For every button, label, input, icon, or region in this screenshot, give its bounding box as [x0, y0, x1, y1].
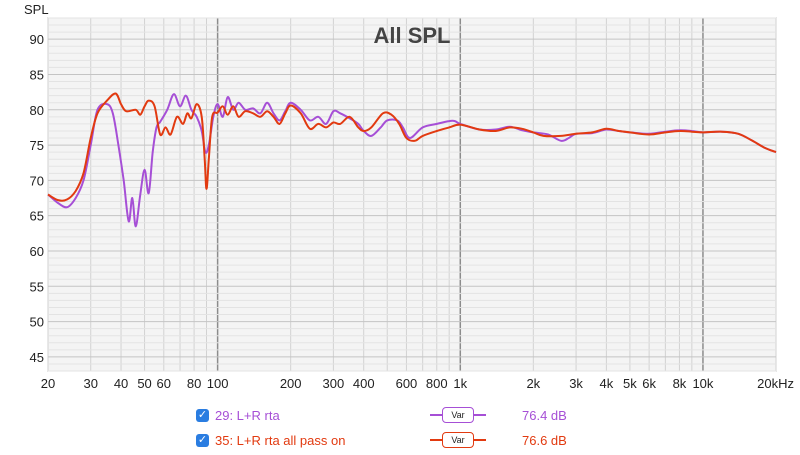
legend-row: ✓ 29: L+R rta Var 76.4 dB: [196, 406, 567, 424]
x-tick-label: 100: [207, 376, 229, 391]
x-tick-label: 3k: [569, 376, 583, 391]
y-axis: 45 50 55 60 65 70 75 80 85 90: [30, 32, 44, 365]
series-line-2: [47, 92, 777, 202]
y-tick-label: 60: [30, 244, 44, 259]
y-tick-label: 75: [30, 138, 44, 153]
x-tick-label: 1k: [453, 376, 467, 391]
grid-lines: [47, 17, 777, 372]
x-tick-label: 6k: [642, 376, 656, 391]
x-tick-label: 80: [187, 376, 201, 391]
var-line-sample[interactable]: Var: [430, 431, 486, 449]
x-tick-label: 20: [41, 376, 55, 391]
series-checkbox[interactable]: ✓: [196, 433, 209, 447]
chart-title: All SPL: [373, 23, 450, 48]
y-tick-label: 45: [30, 350, 44, 365]
x-tick-label: 10k: [692, 376, 713, 391]
legend-row: ✓ 35: L+R rta all pass on Var 76.6 dB: [196, 431, 567, 449]
x-tick-label: 400: [353, 376, 375, 391]
x-tick-label: 200: [280, 376, 302, 391]
x-tick-label: 800: [426, 376, 448, 391]
x-tick-label: 5k: [623, 376, 637, 391]
spl-chart: 45 50 55 60 65 70 75 80 85 90 20 30 40 50 60 80 100 200 3…: [24, 2, 794, 391]
x-axis: 20 30 40 50 60 80 100 200 300 400 600 800 1k 2k 3k 4k 5k…: [41, 376, 794, 391]
y-tick-label: 90: [30, 32, 44, 47]
legend-value: 76.6 dB: [522, 432, 567, 448]
x-tick-label: 600: [396, 376, 418, 391]
var-line-sample[interactable]: Var: [430, 406, 486, 424]
x-tick-label: 300: [323, 376, 345, 391]
y-tick-label: 70: [30, 173, 44, 188]
y-tick-label: 50: [30, 315, 44, 330]
var-button[interactable]: Var: [442, 407, 474, 423]
y-tick-label: 80: [30, 103, 44, 118]
x-tick-label: 20kHz: [757, 376, 794, 391]
series-checkbox[interactable]: ✓: [196, 408, 209, 422]
y-axis-label: SPL: [24, 2, 49, 17]
legend-label: 35: L+R rta all pass on: [215, 432, 346, 448]
legend-label: 29: L+R rta: [215, 407, 280, 423]
y-tick-label: 55: [30, 279, 44, 294]
x-tick-label: 4k: [600, 376, 614, 391]
y-tick-label: 85: [30, 67, 44, 82]
x-tick-label: 40: [114, 376, 128, 391]
legend-value: 76.4 dB: [522, 407, 567, 423]
x-tick-label: 60: [157, 376, 171, 391]
var-button[interactable]: Var: [442, 432, 474, 448]
x-tick-label: 2k: [526, 376, 540, 391]
series-lines: [47, 92, 777, 228]
x-tick-label: 50: [137, 376, 151, 391]
x-tick-label: 30: [83, 376, 97, 391]
y-tick-label: 65: [30, 209, 44, 224]
x-tick-label: 8k: [673, 376, 687, 391]
